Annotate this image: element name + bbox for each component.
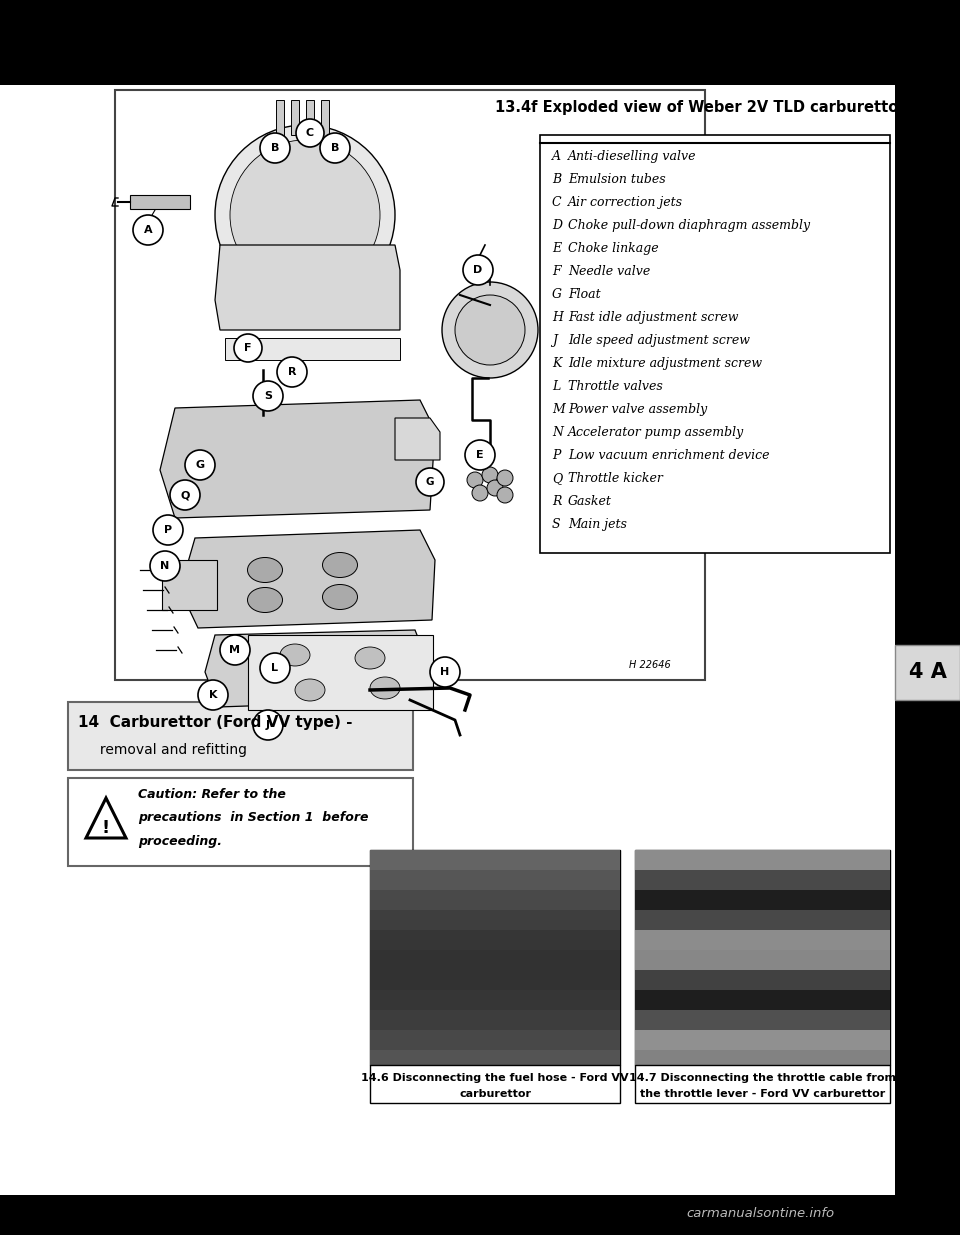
- FancyBboxPatch shape: [370, 850, 620, 1065]
- Circle shape: [467, 472, 483, 488]
- Ellipse shape: [248, 557, 282, 583]
- Text: 4 A: 4 A: [908, 662, 947, 683]
- Text: Q: Q: [552, 472, 563, 485]
- Polygon shape: [215, 245, 400, 330]
- FancyBboxPatch shape: [291, 100, 299, 135]
- Text: C: C: [306, 128, 314, 138]
- FancyBboxPatch shape: [225, 338, 400, 359]
- FancyBboxPatch shape: [540, 135, 890, 553]
- Circle shape: [253, 710, 283, 740]
- Circle shape: [277, 357, 307, 387]
- Text: H: H: [441, 667, 449, 677]
- FancyBboxPatch shape: [895, 645, 960, 700]
- FancyBboxPatch shape: [306, 100, 314, 138]
- FancyBboxPatch shape: [635, 1030, 890, 1050]
- Circle shape: [472, 485, 488, 501]
- Ellipse shape: [355, 647, 385, 669]
- Text: K: K: [208, 690, 217, 700]
- Text: !: !: [102, 819, 110, 837]
- Text: A: A: [552, 149, 561, 163]
- Ellipse shape: [370, 677, 400, 699]
- Circle shape: [482, 467, 498, 483]
- Circle shape: [215, 125, 395, 305]
- Text: carburettor: carburettor: [459, 1089, 531, 1099]
- FancyBboxPatch shape: [635, 969, 890, 990]
- Circle shape: [198, 680, 228, 710]
- Circle shape: [260, 653, 290, 683]
- FancyBboxPatch shape: [115, 90, 705, 680]
- Text: Needle valve: Needle valve: [568, 266, 650, 278]
- Text: 14  Carburettor (Ford VV type) -: 14 Carburettor (Ford VV type) -: [78, 715, 352, 730]
- Text: Low vacuum enrichment device: Low vacuum enrichment device: [568, 450, 770, 462]
- FancyBboxPatch shape: [370, 950, 620, 969]
- FancyBboxPatch shape: [895, 0, 960, 1235]
- FancyBboxPatch shape: [370, 1010, 620, 1030]
- Ellipse shape: [280, 643, 310, 666]
- Text: M: M: [552, 403, 564, 416]
- FancyBboxPatch shape: [0, 1195, 960, 1235]
- Text: E: E: [552, 242, 562, 254]
- Text: Choke pull-down diaphragm assembly: Choke pull-down diaphragm assembly: [568, 219, 810, 232]
- Text: Float: Float: [568, 288, 601, 301]
- Circle shape: [153, 515, 183, 545]
- Text: Throttle kicker: Throttle kicker: [568, 472, 662, 485]
- Text: J: J: [552, 333, 557, 347]
- Text: Power valve assembly: Power valve assembly: [568, 403, 708, 416]
- FancyBboxPatch shape: [370, 910, 620, 930]
- Text: Throttle valves: Throttle valves: [568, 380, 662, 393]
- FancyBboxPatch shape: [635, 930, 890, 950]
- Polygon shape: [160, 400, 435, 517]
- Circle shape: [430, 657, 460, 687]
- Text: G: G: [425, 477, 434, 487]
- Circle shape: [133, 215, 163, 245]
- Text: F: F: [244, 343, 252, 353]
- Text: B: B: [271, 143, 279, 153]
- Text: 14.7 Disconnecting the throttle cable from: 14.7 Disconnecting the throttle cable fr…: [629, 1073, 896, 1083]
- FancyBboxPatch shape: [0, 0, 960, 85]
- FancyBboxPatch shape: [370, 890, 620, 910]
- FancyBboxPatch shape: [635, 1065, 890, 1103]
- FancyBboxPatch shape: [276, 100, 284, 140]
- FancyBboxPatch shape: [635, 869, 890, 890]
- Circle shape: [416, 468, 444, 496]
- Text: B: B: [331, 143, 339, 153]
- Text: Accelerator pump assembly: Accelerator pump assembly: [568, 426, 744, 438]
- Circle shape: [487, 480, 503, 496]
- Text: 13.4f Exploded view of Weber 2V TLD carburettor: 13.4f Exploded view of Weber 2V TLD carb…: [494, 100, 905, 115]
- Text: H: H: [552, 311, 563, 324]
- FancyBboxPatch shape: [635, 990, 890, 1010]
- Text: Q: Q: [180, 490, 190, 500]
- Text: Fast idle adjustment screw: Fast idle adjustment screw: [568, 311, 738, 324]
- FancyBboxPatch shape: [248, 635, 433, 710]
- Text: Anti-dieselling valve: Anti-dieselling valve: [568, 149, 697, 163]
- FancyBboxPatch shape: [370, 930, 620, 950]
- Text: F: F: [552, 266, 561, 278]
- FancyBboxPatch shape: [370, 1050, 620, 1065]
- Text: D: D: [552, 219, 562, 232]
- Text: R: R: [288, 367, 297, 377]
- Circle shape: [234, 333, 262, 362]
- Text: D: D: [473, 266, 483, 275]
- FancyBboxPatch shape: [635, 850, 890, 869]
- Circle shape: [463, 254, 493, 285]
- Text: G: G: [552, 288, 562, 301]
- Text: precautions  in Section 1  before: precautions in Section 1 before: [138, 811, 369, 825]
- Text: A: A: [144, 225, 153, 235]
- Text: N: N: [552, 426, 563, 438]
- Text: C: C: [552, 196, 562, 209]
- Text: removal and refitting: removal and refitting: [78, 743, 247, 757]
- FancyBboxPatch shape: [635, 950, 890, 969]
- Text: E: E: [476, 450, 484, 459]
- Text: L: L: [272, 663, 278, 673]
- FancyBboxPatch shape: [370, 990, 620, 1010]
- Circle shape: [170, 480, 200, 510]
- Text: B: B: [552, 173, 562, 186]
- Text: Gasket: Gasket: [568, 495, 612, 508]
- Text: Idle mixture adjustment screw: Idle mixture adjustment screw: [568, 357, 762, 370]
- FancyBboxPatch shape: [370, 1030, 620, 1050]
- Text: G: G: [196, 459, 204, 471]
- Text: P: P: [552, 450, 561, 462]
- Ellipse shape: [295, 679, 325, 701]
- Circle shape: [253, 382, 283, 411]
